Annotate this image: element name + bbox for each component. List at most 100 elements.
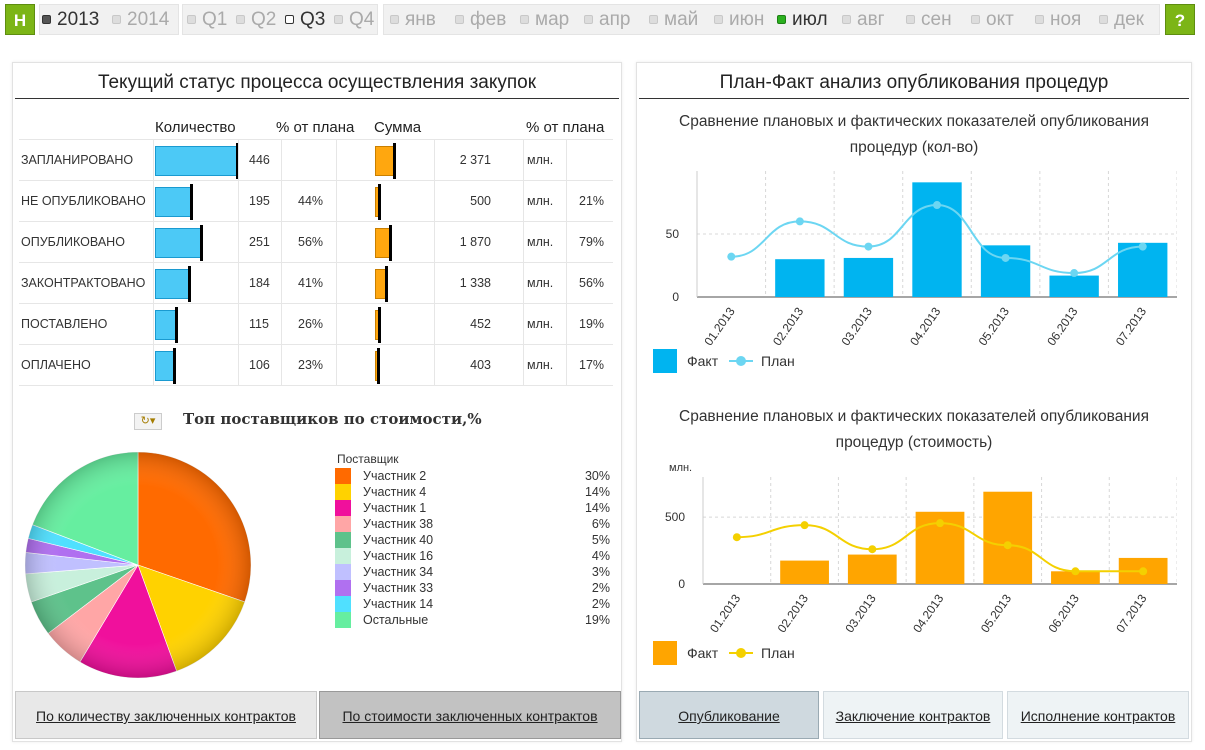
- quantity-percent: 26%: [281, 304, 336, 344]
- quantity-bar: [155, 143, 239, 179]
- legend-percent: 19%: [584, 613, 610, 627]
- tab-contract-execution[interactable]: Исполнение контрактов: [1007, 691, 1189, 739]
- table-bottom-rule: [19, 385, 613, 386]
- by-quantity-button[interactable]: По количеству заключенных контрактов: [15, 691, 317, 739]
- legend-swatch: [335, 500, 351, 516]
- checkbox-icon: [42, 15, 51, 24]
- plan-point[interactable]: [1138, 242, 1147, 251]
- quantity-bar: [155, 184, 193, 220]
- legend-item[interactable]: Участник 1 14%: [335, 500, 610, 516]
- sum-unit: млн.: [523, 140, 566, 180]
- legend-percent: 14%: [584, 485, 610, 499]
- fact-bar[interactable]: [912, 182, 962, 297]
- legend-percent: 30%: [584, 469, 610, 483]
- fact-bar[interactable]: [775, 259, 825, 297]
- legend-item[interactable]: Участник 38 6%: [335, 516, 610, 532]
- cycle-chart-icon[interactable]: ↻▾: [134, 413, 162, 430]
- x-tick-label: 03.2013: [839, 304, 876, 348]
- status-name: ОПУБЛИКОВАНО: [21, 235, 125, 249]
- checkbox-icon: [334, 15, 343, 24]
- checkbox-icon: [649, 15, 658, 24]
- plan-point[interactable]: [1001, 253, 1010, 262]
- fact-bar[interactable]: [847, 554, 897, 584]
- plan-point[interactable]: [1139, 567, 1148, 576]
- sum-percent: 56%: [566, 263, 613, 303]
- checkbox-icon: [390, 15, 399, 24]
- plan-point[interactable]: [795, 217, 804, 226]
- x-tick-label: 07.2013: [1113, 304, 1150, 348]
- year-filter: 2013 2014: [39, 4, 179, 35]
- legend-percent: 2%: [591, 597, 610, 611]
- quantity-bar: [155, 348, 176, 384]
- legend-item[interactable]: Участник 16 4%: [335, 548, 610, 564]
- sum-value: 452: [434, 304, 523, 344]
- legend-swatch: [335, 548, 351, 564]
- plan-point[interactable]: [868, 545, 877, 554]
- tab-publication[interactable]: Опубликование: [639, 691, 819, 739]
- legend-swatch: [335, 612, 351, 628]
- value-chart: 0 500 01.2013 02.2013 03.2013 04.2013 05.2013 0…: [653, 462, 1177, 665]
- quantity-percent: 23%: [281, 345, 336, 385]
- x-tick-label: 02.2013: [775, 591, 812, 635]
- x-tick-label: 04.2013: [907, 304, 944, 348]
- plan-point[interactable]: [936, 519, 944, 528]
- left-toolbar-button[interactable]: Н: [5, 4, 35, 35]
- legend-item[interactable]: Участник 40 5%: [335, 532, 610, 548]
- status-row: ЗАПЛАНИРОВАНО 446 2 371 млн.: [19, 139, 613, 180]
- legend-item[interactable]: Участник 34 3%: [335, 564, 610, 580]
- plan-point[interactable]: [1003, 541, 1012, 550]
- legend-item[interactable]: Участник 33 2%: [335, 580, 610, 596]
- plan-point[interactable]: [933, 201, 941, 210]
- sum-value: 1 338: [434, 263, 523, 303]
- legend-fact-swatch: [653, 349, 677, 373]
- checkbox-icon: [236, 15, 245, 24]
- help-button[interactable]: ?: [1165, 4, 1195, 35]
- sum-value: 403: [434, 345, 523, 385]
- status-name: ЗАПЛАНИРОВАНО: [21, 153, 134, 167]
- legend-item[interactable]: Участник 2 30%: [335, 468, 610, 484]
- tab-contract-conclusion[interactable]: Заключение контрактов: [823, 691, 1003, 739]
- y-tick-label: 50: [666, 227, 680, 241]
- legend-fact-label: Факт: [687, 645, 719, 661]
- x-tick-label: 06.2013: [1044, 304, 1081, 348]
- fact-bar[interactable]: [780, 560, 829, 584]
- legend-label: Участник 38: [363, 517, 434, 531]
- plan-point[interactable]: [800, 521, 809, 530]
- quantity-bar-cell: [153, 345, 238, 385]
- legend-item[interactable]: Участник 4 14%: [335, 484, 610, 500]
- fact-bar[interactable]: [983, 491, 1033, 584]
- sum-bar-cell: [336, 345, 434, 385]
- y-tick-label: 0: [678, 577, 685, 591]
- plan-point[interactable]: [864, 242, 873, 251]
- legend-label: Участник 33: [363, 581, 434, 595]
- plan-point[interactable]: [1070, 269, 1079, 278]
- sum-bar-cell: [336, 263, 434, 303]
- supplier-pie-chart: [24, 451, 252, 679]
- checkbox-icon: [187, 15, 196, 24]
- plan-point[interactable]: [727, 252, 736, 261]
- legend-swatch: [335, 516, 351, 532]
- x-tick-label: 05.2013: [976, 304, 1013, 348]
- checkbox-icon: [971, 15, 980, 24]
- status-row: ПОСТАВЛЕНО 115 26% 452 млн. 19%: [19, 303, 613, 344]
- plan-point[interactable]: [1071, 567, 1080, 576]
- by-value-button[interactable]: По стоимости заключенных контрактов: [319, 691, 621, 739]
- pie-legend-header: Поставщик: [337, 452, 399, 466]
- sum-value: 500: [434, 181, 523, 221]
- sum-bar-cell: [336, 181, 434, 221]
- legend-item[interactable]: Участник 14 2%: [335, 596, 610, 612]
- header-sum: Сумма: [374, 119, 422, 136]
- legend-label: Участник 1: [363, 501, 427, 515]
- legend-item[interactable]: Остальные 19%: [335, 612, 610, 628]
- quantity-percent: [281, 140, 336, 180]
- x-tick-label: 06.2013: [1046, 591, 1083, 635]
- fact-bar[interactable]: [843, 257, 894, 297]
- fact-bar[interactable]: [1051, 571, 1100, 584]
- fact-bar[interactable]: [1118, 242, 1168, 297]
- fact-bar[interactable]: [1049, 275, 1099, 297]
- chart2-title: Сравнение плановых и фактических показат…: [679, 408, 1149, 451]
- plan-point[interactable]: [732, 533, 741, 542]
- checkbox-icon: [1035, 15, 1044, 24]
- quantity-bar-cell: [153, 222, 238, 262]
- legend-label: Участник 16: [363, 549, 434, 563]
